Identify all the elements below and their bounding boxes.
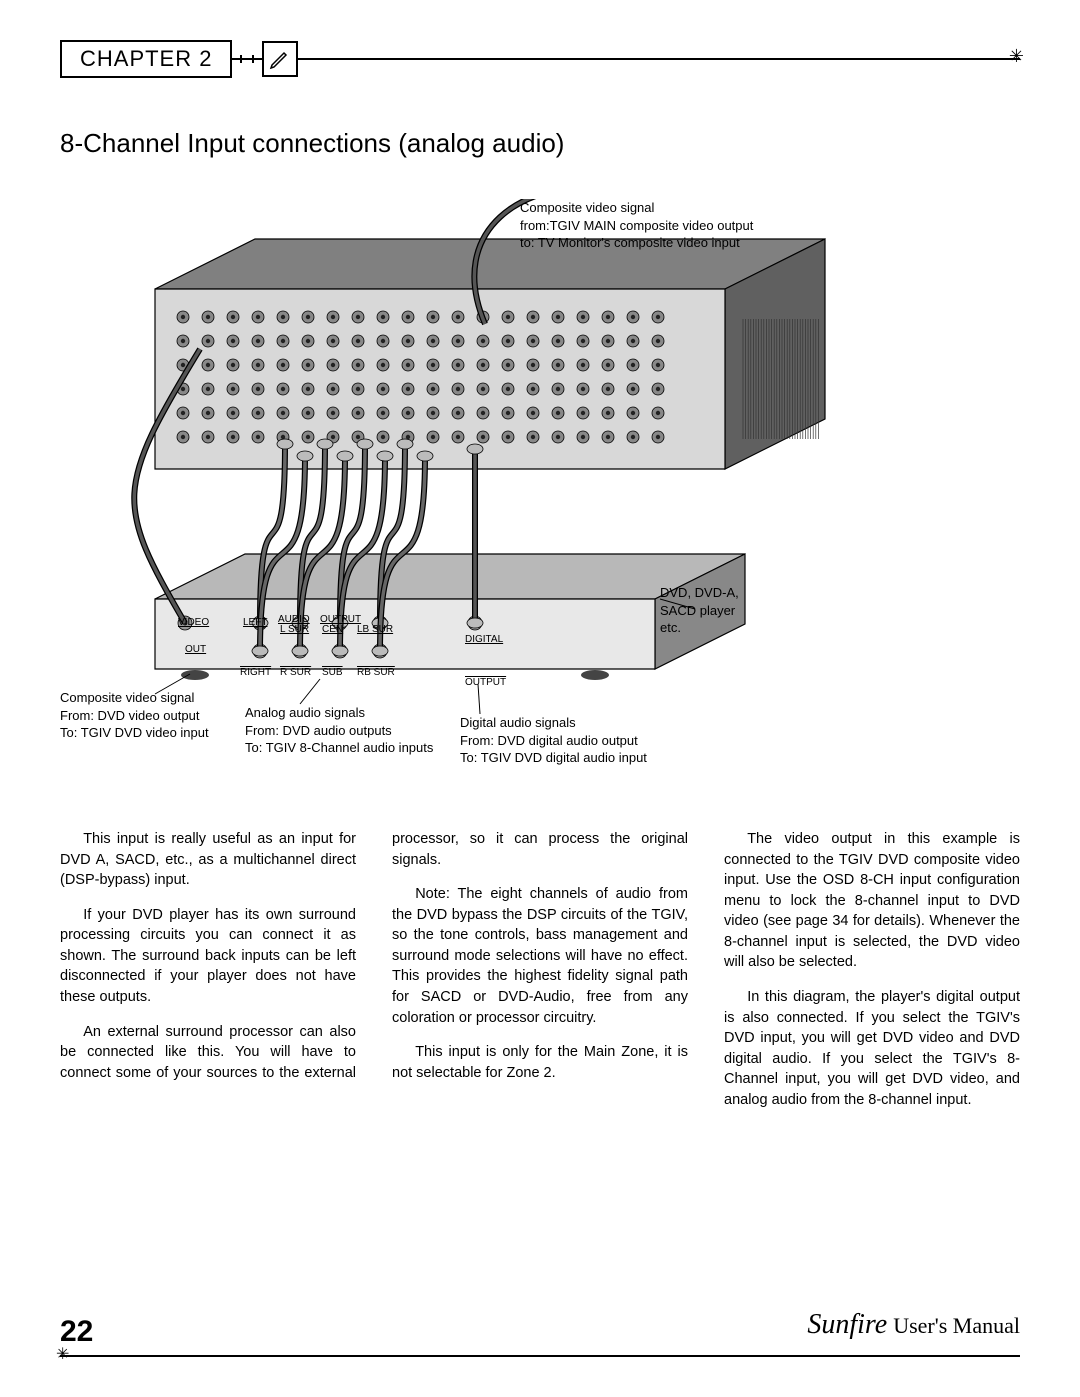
connection-diagram: Composite video signal from:TGIV MAIN co… [60,199,1020,799]
chapter-connector [232,58,262,60]
paragraph: In this diagram, the player's digital ou… [724,987,1020,1110]
port-rbsur: RB SUR [357,667,395,678]
chapter-label: CHAPTER 2 [60,40,232,78]
paragraph: The video output in this example is conn… [724,829,1020,973]
paragraph: If your DVD player has its own surround … [60,905,356,1008]
annotation-bottom-right: Digital audio signals From: DVD digital … [460,714,647,767]
paragraph: Note: The eight channels of audio from t… [392,884,688,1028]
annotation-right-mid: DVD, DVD-A, SACD player etc. [660,584,739,637]
paragraph: This input is really useful as an input … [60,829,356,891]
section-title: 8-Channel Input connections (analog audi… [60,128,1020,159]
footer-brand: SunfireUser's Manual [807,1309,1020,1341]
chapter-pencil-icon [262,41,298,77]
port-sub: SUB [322,667,343,678]
port-out: OUT [185,644,206,655]
port-lsur: L SUR [280,624,309,635]
annotation-bottom-mid: Analog audio signals From: DVD audio out… [245,704,433,757]
port-cen: CEN [322,624,343,635]
port-lbsur: LB SUR [357,624,393,635]
footer-rule [60,1355,1020,1357]
paragraph: This input is only for the Main Zone, it… [392,1042,688,1083]
port-rsur: R SUR [280,667,311,678]
body-text: This input is really useful as an input … [60,829,1020,1111]
port-output2: OUTPUT [465,677,506,688]
page-footer: 22 SunfireUser's Manual [60,1315,1020,1357]
port-video: VIDEO [178,617,209,628]
port-right: RIGHT [240,667,271,678]
port-left: LEFT [243,617,267,628]
annotation-top-right: Composite video signal from:TGIV MAIN co… [520,199,753,252]
annotation-bottom-left: Composite video signal From: DVD video o… [60,689,209,742]
chapter-rule [298,58,1020,60]
port-digital: DIGITAL [465,634,503,645]
